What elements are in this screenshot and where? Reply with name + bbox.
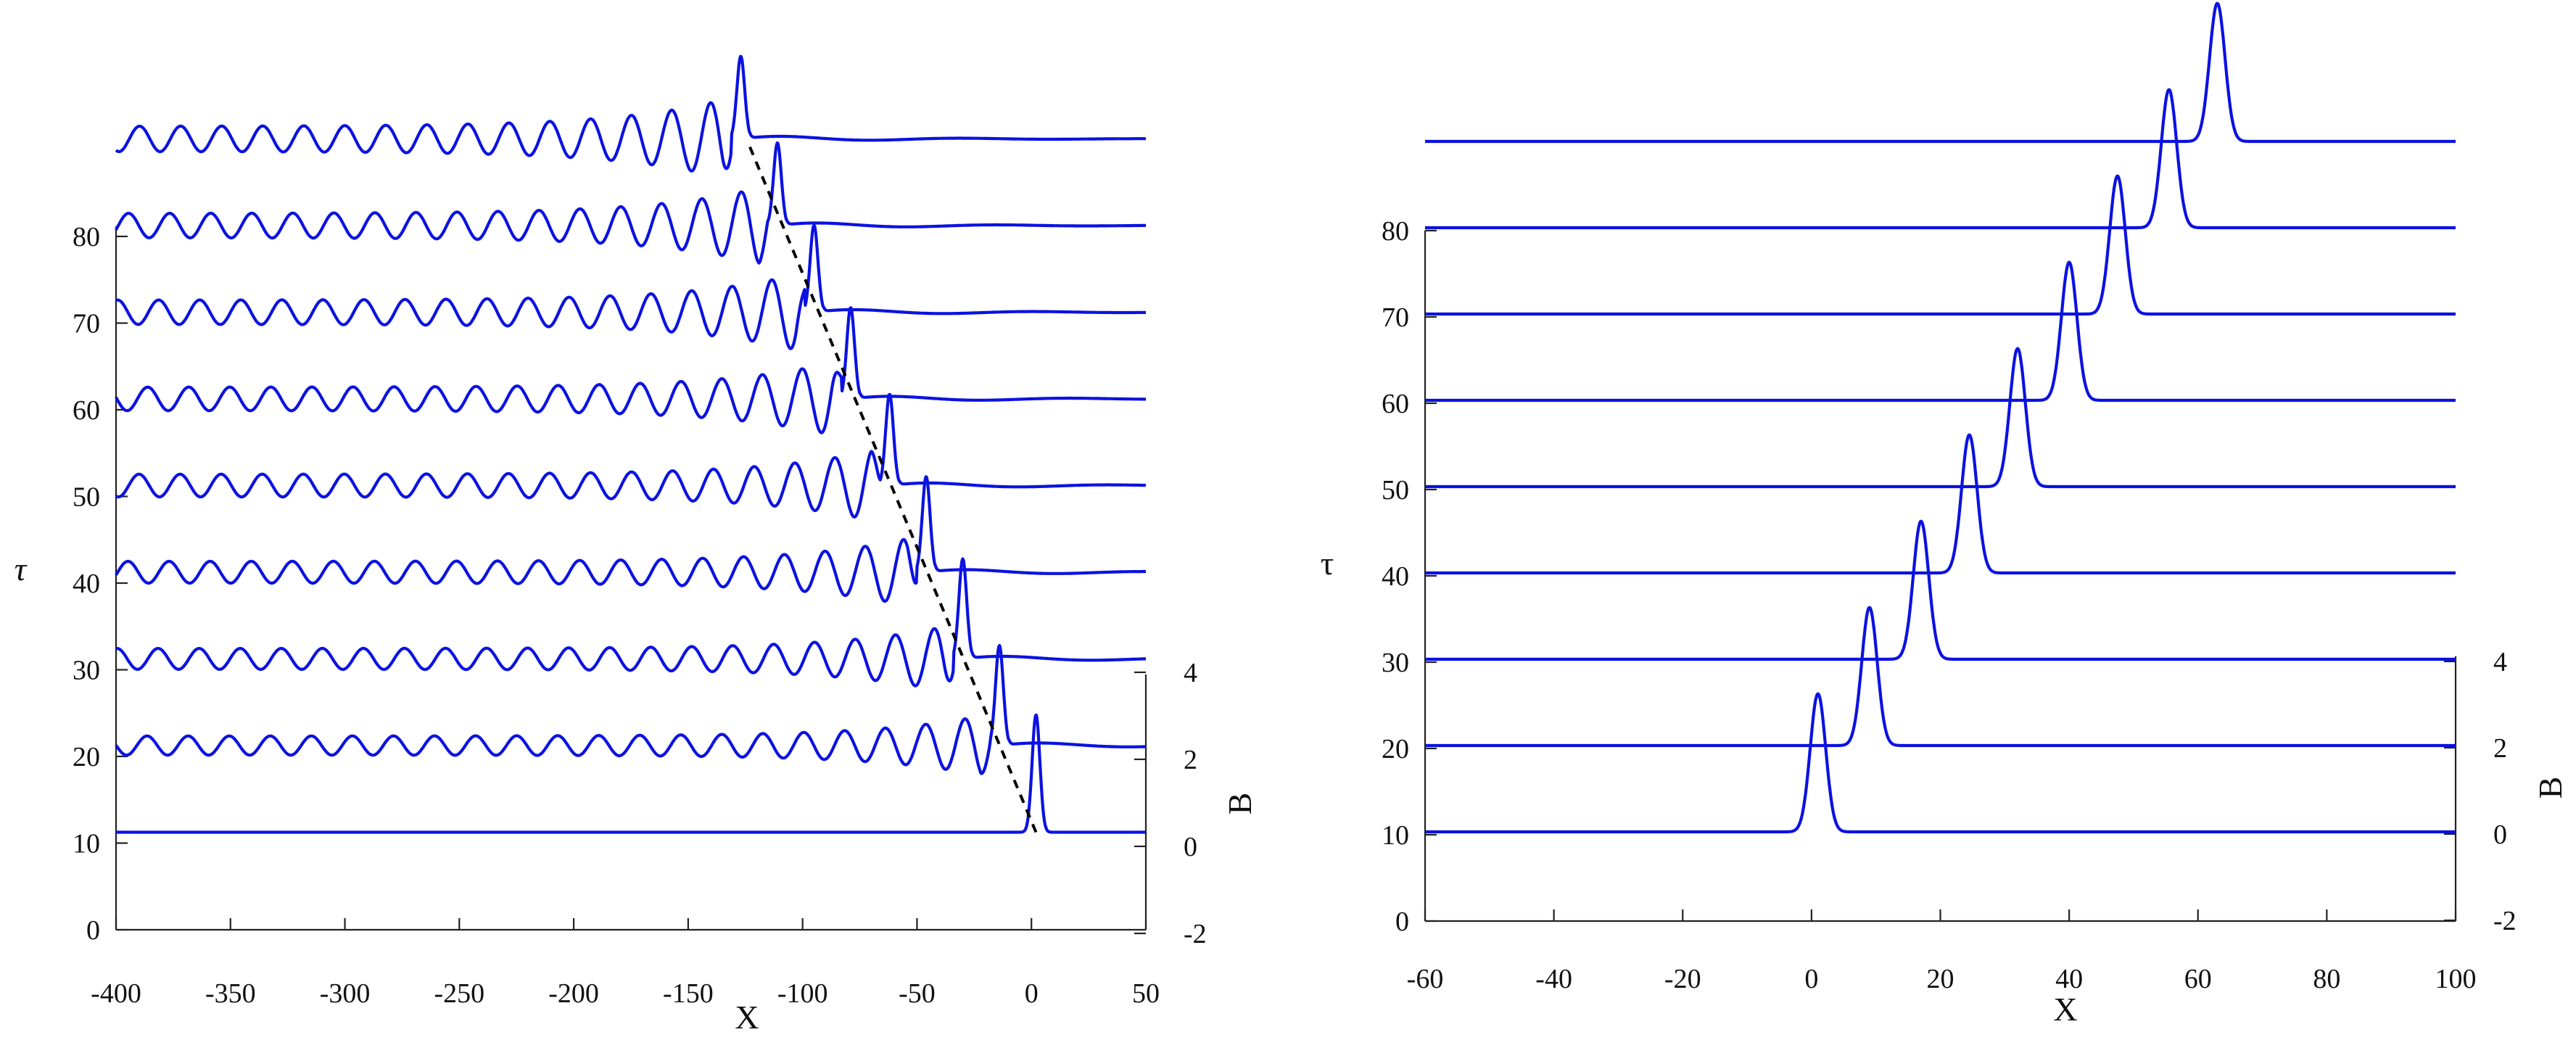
- right-trace-tau-30: [1424, 519, 2457, 661]
- left-tau-tick-label: 50: [73, 482, 100, 513]
- right-tau-tick-label: 50: [1382, 475, 1409, 505]
- left-tau-axis-label: τ: [15, 550, 28, 587]
- left-b-tick-label: 0: [1184, 832, 1197, 862]
- right-x-tick-label: -20: [1664, 964, 1701, 994]
- left-trace-tau-10: [115, 713, 1147, 834]
- right-trace-tau-70: [1424, 174, 2457, 316]
- left-tau-tick-label: 80: [73, 222, 100, 252]
- right-b-tick-label: -2: [2493, 906, 2517, 936]
- right-tau-tick-label: 80: [1382, 216, 1409, 247]
- left-trace-tau-20: [115, 643, 1147, 775]
- right-tau-tick-label: 0: [1395, 907, 1409, 937]
- right-x-axis-label: X: [2053, 991, 2077, 1028]
- right-trace-tau-80: [1424, 88, 2457, 230]
- right-tau-tick-label: 10: [1382, 820, 1409, 851]
- left-x-tick-label: 0: [1025, 978, 1039, 1009]
- left-x-tick-label: -300: [320, 978, 371, 1009]
- left-tau-tick-label: 40: [73, 569, 100, 599]
- right-tau-tick-label: 70: [1382, 302, 1409, 333]
- right-trace-tau-10: [1424, 692, 2457, 834]
- left-x-tick-label: -350: [205, 978, 256, 1009]
- left-x-ticks: -400 -350 -300 -250 -200 -150 -100 -50 0 50: [91, 918, 1160, 1009]
- right-b-tick-label: 0: [2493, 820, 2507, 850]
- right-b-ticks: -2 0 2 4: [2444, 647, 2517, 936]
- right-x-tick-label: 80: [2313, 964, 2340, 994]
- left-b-axis-label: B: [1221, 793, 1258, 815]
- right-traces: [1424, 1, 2457, 834]
- right-trace-tau-90: [1424, 1, 2457, 144]
- left-x-tick-label: -250: [434, 978, 485, 1009]
- left-b-tick-label: 2: [1184, 745, 1197, 775]
- left-tau-tick-label: 30: [73, 656, 100, 686]
- left-x-tick-label: -50: [899, 978, 936, 1009]
- left-trace-tau-80: [115, 141, 1147, 265]
- left-tau-tick-label: 70: [73, 309, 100, 339]
- right-trace-tau-20: [1424, 606, 2457, 748]
- left-trace-tau-50: [115, 392, 1147, 519]
- left-trace-tau-30: [115, 557, 1147, 688]
- right-trace-tau-50: [1424, 347, 2457, 489]
- right-tau-tick-label: 20: [1382, 734, 1409, 764]
- right-x-tick-label: 40: [2055, 964, 2083, 994]
- right-b-axis-label: B: [2532, 777, 2569, 799]
- left-tau-tick-label: 20: [73, 742, 100, 772]
- right-x-tick-label: 20: [1927, 964, 1954, 994]
- left-trace-tau-40: [115, 475, 1147, 603]
- right-x-tick-label: 60: [2184, 964, 2212, 994]
- left-b-tick-label: 4: [1184, 658, 1197, 688]
- left-x-tick-label: -200: [548, 978, 599, 1009]
- left-axes: [115, 226, 1147, 931]
- left-x-tick-label: -150: [663, 978, 714, 1009]
- right-x-ticks: -60 -40 -20 0 20 40 60 80 100: [1407, 909, 2477, 994]
- right-x-tick-label: -60: [1407, 964, 1444, 994]
- right-trace-tau-40: [1424, 433, 2457, 575]
- left-x-tick-label: 50: [1132, 978, 1160, 1009]
- left-traces: [115, 54, 1147, 834]
- left-tau-ticks: 0 10 20 30 40 50 60 70 80: [73, 222, 128, 946]
- left-b-tick-label: -2: [1184, 919, 1207, 949]
- left-x-tick-label: -100: [777, 978, 828, 1009]
- right-panel: -60 -40 -20 0 20 40 60 80 100 01020304050607080 …: [1321, 1, 2569, 1028]
- right-tau-tick-label: 40: [1382, 561, 1409, 592]
- right-x-tick-label: -40: [1535, 964, 1572, 994]
- right-tau-ticks: 0 10 20 30 40 50 60 70 80: [1382, 216, 1437, 937]
- right-x-tick-label: 100: [2435, 964, 2477, 994]
- left-trace-tau-70: [115, 223, 1147, 350]
- left-tau-tick-label: 10: [73, 829, 100, 859]
- right-tau-tick-label: 30: [1382, 648, 1409, 678]
- right-b-tick-label: 4: [2493, 647, 2507, 677]
- left-trace-tau-90: [115, 54, 1147, 173]
- right-trace-tau-60: [1424, 260, 2457, 403]
- right-b-tick-label: 2: [2493, 733, 2507, 764]
- left-tau-tick-label: 60: [73, 395, 100, 426]
- right-tau-axis-label: τ: [1321, 545, 1334, 582]
- right-x-tick-label: 0: [1804, 964, 1818, 994]
- right-tau-tick-label: 60: [1382, 389, 1409, 419]
- left-tau-tick-label: 0: [86, 915, 100, 946]
- left-panel: -400 -350 -300 -250 -200 -150 -100 -50 0 50 01020…: [15, 54, 1258, 1036]
- peak-trajectory-dashed-line: [748, 145, 1038, 833]
- left-trace-tau-60: [115, 306, 1147, 434]
- left-x-axis-label: X: [735, 999, 759, 1036]
- left-b-ticks: -2 0 2 4: [1134, 658, 1207, 949]
- left-x-tick-label: -400: [91, 978, 141, 1009]
